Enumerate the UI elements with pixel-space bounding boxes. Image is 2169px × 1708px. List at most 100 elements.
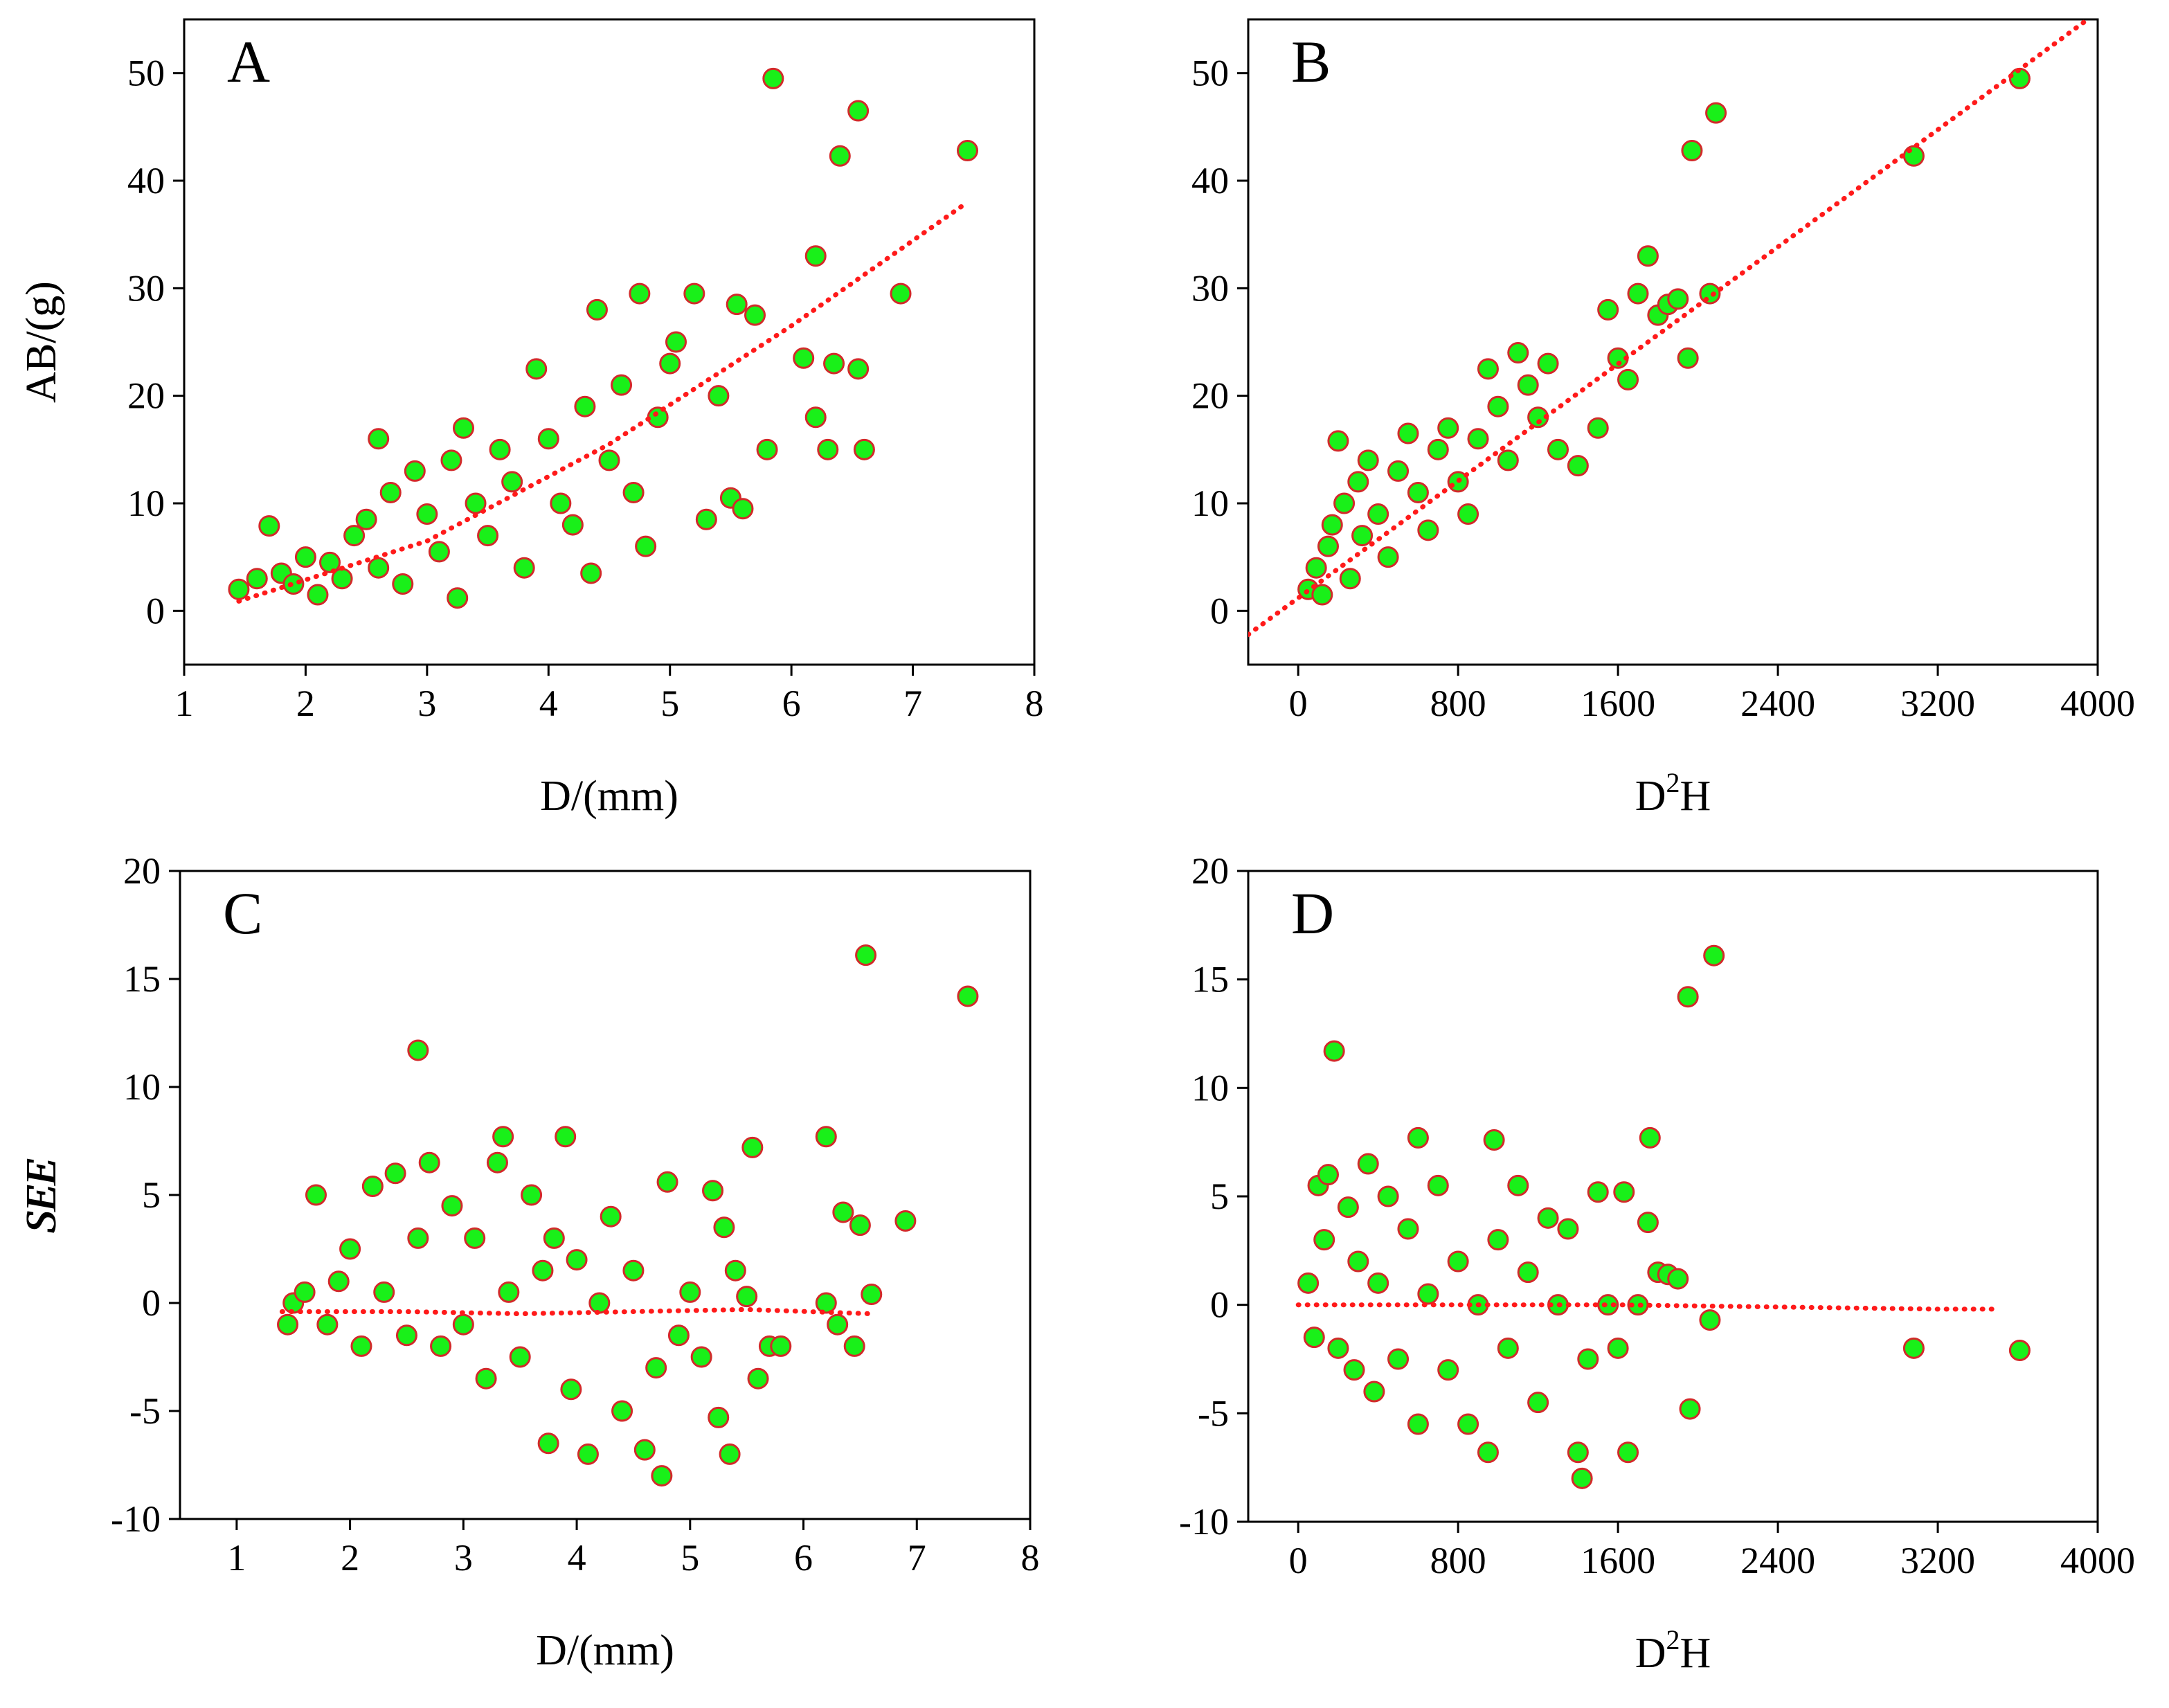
- data-point: [441, 1195, 463, 1217]
- y-tick-label: 40: [1191, 160, 1229, 201]
- data-point: [1567, 455, 1589, 477]
- y-tick-label: -10: [111, 1498, 161, 1540]
- data-point: [498, 1281, 520, 1303]
- x-tick-label: 6: [782, 683, 801, 724]
- data-point: [1327, 1337, 1349, 1359]
- data-point: [1483, 1129, 1505, 1151]
- data-point: [815, 1126, 837, 1148]
- data-point: [355, 508, 377, 530]
- y-axis-label: SEE: [18, 1158, 65, 1232]
- x-tick-label: 8: [1021, 1537, 1040, 1579]
- data-point: [294, 1281, 316, 1303]
- x-tick-label: 3200: [1900, 683, 1975, 724]
- panel-b-chart: 0 800 1600 2400 3200 400001020304050D2HAB/(g)…: [18, 18, 2135, 820]
- data-point: [447, 587, 469, 609]
- data-point: [1577, 1348, 1599, 1370]
- data-point: [770, 1335, 792, 1357]
- y-tick-label: 10: [1191, 483, 1229, 524]
- panel-label: D: [1291, 880, 1334, 946]
- data-point: [1377, 546, 1399, 568]
- data-point: [513, 557, 535, 579]
- data-point: [1363, 1381, 1385, 1403]
- data-point: [1637, 1212, 1659, 1234]
- data-point: [1703, 944, 1725, 967]
- y-tick-label: 10: [1191, 1067, 1229, 1108]
- data-point: [404, 460, 426, 482]
- data-point: [1487, 1229, 1509, 1251]
- data-point: [384, 1162, 406, 1185]
- x-tick-label: 0: [1289, 1540, 1308, 1581]
- data-point: [258, 515, 280, 537]
- data-point: [1347, 1250, 1369, 1273]
- data-point: [855, 944, 877, 967]
- y-tick-label: 5: [142, 1174, 161, 1216]
- data-point: [1487, 395, 1509, 417]
- y-tick-label: 20: [1191, 375, 1229, 417]
- data-point: [307, 584, 329, 606]
- x-tick-label: 2400: [1740, 683, 1815, 724]
- y-tick-label: 40: [127, 160, 165, 201]
- y-axis-label: AB/(g): [18, 281, 65, 403]
- data-point: [566, 1249, 588, 1271]
- x-axis-label: D2H: [1635, 767, 1711, 820]
- data-point: [708, 385, 730, 407]
- data-point: [327, 1270, 350, 1293]
- data-point: [1677, 347, 1699, 369]
- data-point: [1427, 1174, 1449, 1196]
- data-point: [744, 304, 766, 326]
- data-point: [1705, 102, 1727, 124]
- data-point: [890, 282, 912, 305]
- x-tick-label: 3: [454, 1537, 473, 1579]
- data-point: [695, 508, 717, 530]
- y-tick-label: 0: [1210, 590, 1229, 631]
- data-point: [598, 449, 620, 471]
- data-point: [555, 1126, 577, 1148]
- data-point: [622, 481, 645, 503]
- data-point: [724, 1259, 746, 1282]
- fit-line: [1295, 1302, 2001, 1312]
- data-point: [430, 1335, 452, 1357]
- data-point: [849, 1214, 871, 1237]
- data-point: [736, 1286, 758, 1308]
- data-point: [246, 568, 268, 590]
- data-point: [1567, 1441, 1589, 1464]
- data-point: [1507, 342, 1529, 364]
- data-point: [486, 1151, 508, 1174]
- data-point: [361, 1176, 384, 1198]
- panel-c-chart: 1 2 3 4 5 6 7 8 -10 -5 0 5 10 15 20 D/(mm) SEE C: [18, 850, 1040, 1674]
- data-point: [665, 331, 687, 353]
- data-point: [702, 1180, 724, 1202]
- data-point: [832, 1201, 854, 1223]
- data-point: [622, 1259, 645, 1282]
- data-point: [407, 1039, 429, 1061]
- panel-a-chart: 1 2 3 4 5 6 7 8 0 10 20 30 40 50 D/(mm) AB/(g) A: [18, 18, 1044, 820]
- data-point: [1627, 282, 1649, 305]
- y-tick-label: 10: [127, 483, 165, 524]
- data-point: [708, 1406, 730, 1428]
- data-point: [428, 541, 450, 563]
- data-point: [1367, 1272, 1389, 1294]
- data-point: [416, 503, 438, 525]
- data-point: [1327, 430, 1349, 452]
- data-point: [577, 1443, 599, 1465]
- data-point: [1321, 514, 1343, 536]
- data-point: [1557, 1218, 1579, 1240]
- data-point: [1587, 1181, 1609, 1203]
- x-tick-label: 5: [660, 683, 679, 724]
- data-point: [492, 1126, 514, 1148]
- data-point: [580, 562, 602, 584]
- data-point: [440, 449, 462, 471]
- data-point: [633, 1439, 656, 1461]
- data-point: [1407, 1413, 1429, 1435]
- data-point: [1333, 492, 1356, 514]
- data-point: [452, 1313, 474, 1336]
- data-point: [561, 514, 584, 536]
- x-tick-label: 1600: [1581, 683, 1655, 724]
- data-point: [477, 525, 499, 547]
- data-point: [1313, 1229, 1335, 1251]
- data-point: [1457, 503, 1479, 525]
- data-point: [817, 438, 839, 460]
- data-point: [537, 1432, 559, 1455]
- x-tick-label: 2: [341, 1537, 359, 1579]
